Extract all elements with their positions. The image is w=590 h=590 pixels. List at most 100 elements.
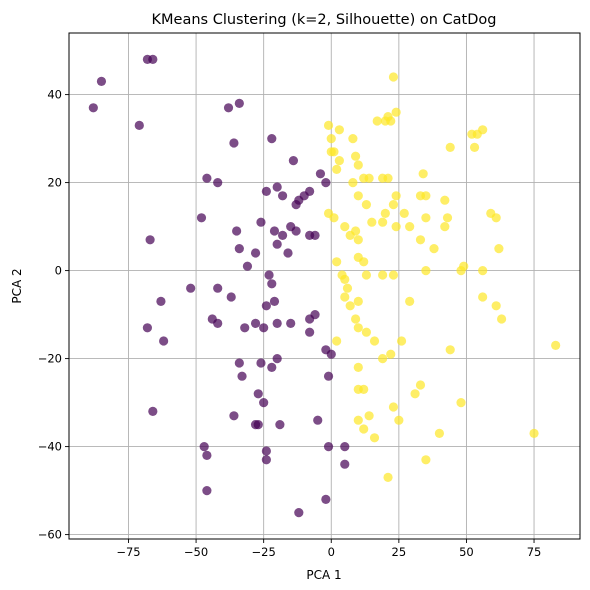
- cluster-1-point: [378, 354, 388, 364]
- cluster-0-point: [277, 230, 288, 240]
- y-tick-label: −60: [38, 528, 62, 542]
- cluster-0-point: [272, 239, 282, 249]
- cluster-1-point: [361, 270, 372, 280]
- cluster-1-point: [350, 314, 361, 324]
- cluster-0-point: [261, 455, 271, 465]
- cluster-0-point: [234, 244, 244, 254]
- cluster-1-point: [391, 191, 401, 201]
- cluster-0-point: [272, 182, 282, 192]
- cluster-0-point: [259, 323, 269, 333]
- cluster-1-point: [326, 134, 336, 144]
- cluster-0-point: [148, 54, 158, 64]
- cluster-1-point: [378, 270, 388, 280]
- cluster-0-point: [232, 226, 242, 236]
- cluster-1-point: [478, 125, 488, 135]
- cluster-0-point: [261, 301, 271, 311]
- cluster-1-point: [353, 323, 363, 333]
- cluster-1-point: [353, 415, 363, 425]
- cluster-1-point: [421, 266, 431, 276]
- cluster-1-point: [394, 415, 404, 425]
- data-points: [88, 54, 561, 518]
- cluster-1-point: [442, 213, 453, 223]
- cluster-1-point: [494, 244, 504, 254]
- cluster-1-point: [329, 147, 339, 157]
- cluster-1-point: [334, 125, 344, 135]
- cluster-0-point: [234, 358, 244, 368]
- cluster-1-point: [323, 208, 334, 218]
- cluster-0-point: [275, 420, 285, 430]
- cluster-0-point: [261, 186, 271, 196]
- cluster-1-point: [323, 120, 334, 130]
- cluster-1-point: [372, 116, 382, 126]
- cluster-1-point: [359, 424, 369, 434]
- chart-title: KMeans Clustering (k=2, Silhouette) on C…: [152, 12, 497, 28]
- cluster-1-point: [369, 433, 380, 443]
- cluster-1-point: [456, 398, 466, 408]
- cluster-1-point: [421, 191, 431, 201]
- cluster-1-point: [332, 336, 342, 346]
- cluster-1-point: [348, 178, 358, 188]
- cluster-1-point: [364, 411, 374, 421]
- cluster-1-point: [386, 116, 396, 126]
- cluster-1-point: [367, 217, 377, 227]
- cluster-0-point: [323, 442, 334, 452]
- cluster-0-point: [229, 138, 239, 148]
- cluster-0-point: [256, 358, 266, 368]
- x-tick-label: −50: [184, 545, 208, 559]
- cluster-1-point: [399, 208, 409, 218]
- cluster-1-point: [334, 156, 344, 166]
- cluster-1-point: [388, 402, 399, 412]
- cluster-0-point: [310, 230, 320, 240]
- x-tick-label: −75: [116, 545, 140, 559]
- x-tick-label: 50: [459, 545, 474, 559]
- cluster-1-point: [478, 266, 488, 276]
- cluster-0-point: [250, 318, 261, 328]
- cluster-0-point: [267, 362, 277, 372]
- cluster-1-point: [359, 257, 369, 267]
- plot-frame: [68, 32, 581, 540]
- cluster-0-point: [315, 169, 326, 179]
- y-tick-label: 40: [47, 88, 62, 102]
- x-tick-label: 75: [527, 545, 542, 559]
- cluster-1-point: [340, 222, 350, 232]
- cluster-0-point: [321, 494, 331, 504]
- cluster-1-point: [383, 173, 393, 183]
- cluster-0-point: [277, 191, 288, 201]
- x-axis-label: PCA 1: [306, 568, 341, 582]
- cluster-1-point: [440, 195, 450, 205]
- cluster-1-point: [391, 222, 401, 232]
- cluster-0-point: [223, 103, 234, 113]
- cluster-0-point: [213, 178, 223, 188]
- cluster-1-point: [418, 169, 428, 179]
- cluster-0-point: [213, 283, 223, 293]
- cluster-0-point: [291, 200, 301, 210]
- cluster-0-point: [242, 261, 253, 271]
- cluster-0-point: [256, 217, 266, 227]
- cluster-1-point: [415, 235, 426, 245]
- cluster-0-point: [253, 389, 263, 399]
- cluster-0-point: [237, 371, 247, 381]
- cluster-0-point: [272, 354, 282, 364]
- cluster-0-point: [250, 248, 261, 258]
- cluster-1-point: [369, 336, 380, 346]
- cluster-1-point: [459, 261, 469, 271]
- cluster-0-point: [272, 318, 282, 328]
- cluster-0-point: [323, 371, 334, 381]
- cluster-0-point: [340, 442, 350, 452]
- cluster-0-point: [294, 507, 304, 518]
- cluster-1-point: [340, 274, 350, 284]
- cluster-0-point: [240, 323, 250, 333]
- cluster-0-point: [196, 213, 207, 223]
- x-tick-label: 25: [392, 545, 407, 559]
- cluster-1-point: [386, 349, 396, 359]
- cluster-0-point: [286, 318, 296, 328]
- cluster-1-point: [405, 296, 415, 306]
- cluster-0-point: [199, 442, 209, 452]
- cluster-0-point: [305, 327, 315, 337]
- cluster-0-point: [267, 279, 277, 289]
- cluster-0-point: [202, 486, 212, 496]
- cluster-1-point: [359, 384, 369, 394]
- cluster-0-point: [253, 420, 263, 430]
- cluster-0-point: [134, 120, 144, 130]
- cluster-0-point: [264, 270, 274, 280]
